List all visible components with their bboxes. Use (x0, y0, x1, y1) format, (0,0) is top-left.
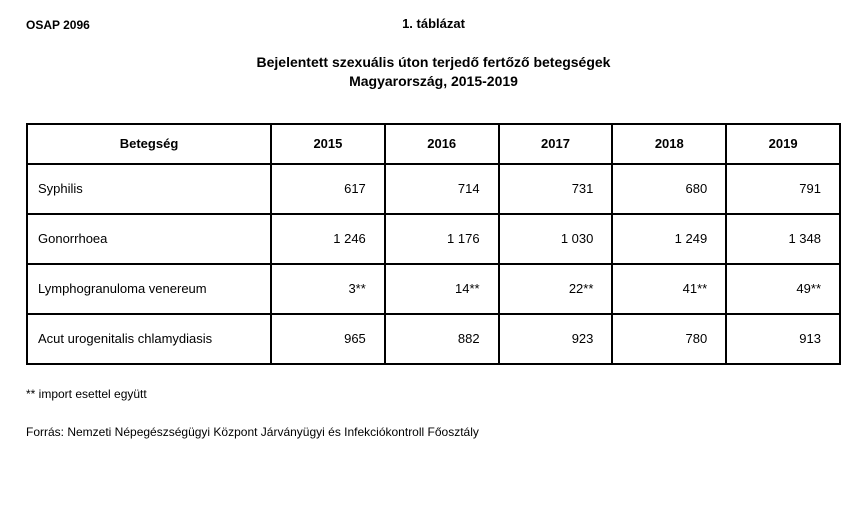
col-header-2015: 2015 (271, 124, 385, 164)
cell-value: 41** (612, 264, 726, 314)
page: OSAP 2096 1. táblázat Bejelentett szexuá… (0, 0, 867, 514)
cell-value: 14** (385, 264, 499, 314)
cell-value: 22** (499, 264, 613, 314)
table-row: Lymphogranuloma venereum 3** 14** 22** 4… (27, 264, 840, 314)
title-line-2: Magyarország, 2015-2019 (26, 72, 841, 91)
cell-value: 617 (271, 164, 385, 214)
col-header-2016: 2016 (385, 124, 499, 164)
data-table: Betegség 2015 2016 2017 2018 2019 Syphil… (26, 123, 841, 365)
col-header-2018: 2018 (612, 124, 726, 164)
cell-value: 680 (612, 164, 726, 214)
footnote: ** import esettel együtt (26, 387, 841, 401)
cell-disease: Gonorrhoea (27, 214, 271, 264)
cell-value: 49** (726, 264, 840, 314)
table-row: Acut urogenitalis chlamydiasis 965 882 9… (27, 314, 840, 364)
cell-value: 923 (499, 314, 613, 364)
cell-value: 714 (385, 164, 499, 214)
col-header-disease: Betegség (27, 124, 271, 164)
cell-value: 882 (385, 314, 499, 364)
cell-value: 1 348 (726, 214, 840, 264)
table-header-row: Betegség 2015 2016 2017 2018 2019 (27, 124, 840, 164)
table-row: Gonorrhoea 1 246 1 176 1 030 1 249 1 348 (27, 214, 840, 264)
table-row: Syphilis 617 714 731 680 791 (27, 164, 840, 214)
cell-value: 1 246 (271, 214, 385, 264)
cell-value: 965 (271, 314, 385, 364)
title-block: Bejelentett szexuális úton terjedő fertő… (26, 53, 841, 91)
table-number: 1. táblázat (26, 16, 841, 31)
cell-value: 780 (612, 314, 726, 364)
cell-value: 1 249 (612, 214, 726, 264)
cell-disease: Syphilis (27, 164, 271, 214)
cell-value: 731 (499, 164, 613, 214)
cell-value: 791 (726, 164, 840, 214)
cell-value: 1 030 (499, 214, 613, 264)
cell-value: 3** (271, 264, 385, 314)
source-line: Forrás: Nemzeti Népegészségügyi Központ … (26, 425, 841, 439)
table-container: Betegség 2015 2016 2017 2018 2019 Syphil… (26, 123, 841, 365)
cell-value: 913 (726, 314, 840, 364)
cell-value: 1 176 (385, 214, 499, 264)
col-header-2019: 2019 (726, 124, 840, 164)
cell-disease: Acut urogenitalis chlamydiasis (27, 314, 271, 364)
col-header-2017: 2017 (499, 124, 613, 164)
title-line-1: Bejelentett szexuális úton terjedő fertő… (26, 53, 841, 72)
cell-disease: Lymphogranuloma venereum (27, 264, 271, 314)
